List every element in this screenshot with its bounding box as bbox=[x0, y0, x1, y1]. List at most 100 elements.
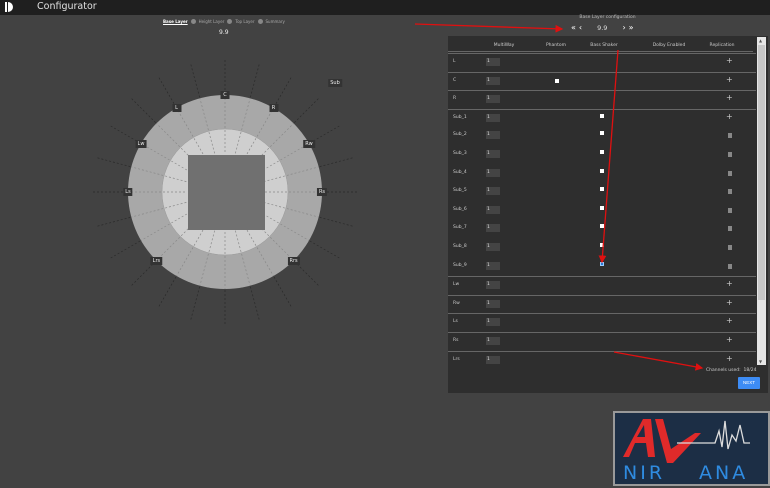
table-row: Ls 1 + bbox=[448, 313, 756, 332]
bass-shaker-checkbox[interactable] bbox=[600, 131, 604, 136]
add-replication-icon[interactable]: + bbox=[726, 316, 733, 326]
trash-icon[interactable] bbox=[728, 226, 732, 232]
speaker-sub[interactable]: Sub bbox=[328, 79, 342, 87]
trash-icon[interactable] bbox=[728, 170, 732, 176]
add-replication-icon[interactable]: + bbox=[726, 111, 733, 121]
table-header: MultiWay Phantom Bass Shaker Dolby Enabl… bbox=[448, 40, 753, 52]
trash-icon[interactable] bbox=[728, 133, 732, 139]
add-replication-icon[interactable]: + bbox=[726, 74, 733, 84]
channel-name: R bbox=[453, 96, 457, 102]
multiway-input[interactable]: 1 bbox=[486, 224, 500, 233]
bass-shaker-checkbox[interactable] bbox=[600, 261, 604, 266]
multiway-input[interactable]: 1 bbox=[486, 187, 500, 196]
radial-guide bbox=[309, 240, 340, 259]
trash-icon[interactable] bbox=[728, 207, 732, 213]
speaker-rs[interactable]: Rs bbox=[316, 188, 328, 196]
radial-guide bbox=[190, 64, 200, 98]
tab-height-layer[interactable]: Height Layer bbox=[198, 19, 225, 24]
multiway-input[interactable]: 1 bbox=[486, 131, 500, 140]
trash-icon[interactable] bbox=[728, 189, 732, 195]
table-row: Sub_1 1 + bbox=[448, 108, 756, 128]
multiway-input[interactable]: 1 bbox=[486, 261, 500, 270]
add-replication-icon[interactable]: + bbox=[726, 279, 733, 289]
add-replication-icon[interactable]: + bbox=[726, 353, 733, 363]
multiway-input[interactable]: 1 bbox=[486, 205, 500, 214]
bass-shaker-checkbox[interactable] bbox=[600, 187, 604, 192]
multiway-input[interactable]: 1 bbox=[486, 281, 500, 290]
add-replication-icon[interactable]: + bbox=[726, 56, 733, 65]
radial-guide bbox=[110, 240, 141, 259]
radial-guide bbox=[190, 286, 200, 320]
multiway-input[interactable]: 1 bbox=[486, 150, 500, 158]
radial-guide bbox=[97, 217, 131, 227]
multiway-input[interactable]: 1 bbox=[486, 113, 500, 122]
channels-used-label: Channels used: bbox=[706, 368, 741, 373]
table-row: Sub_5 1 bbox=[448, 183, 756, 202]
channel-name: Sub_8 bbox=[453, 244, 467, 249]
speaker-r[interactable]: R bbox=[269, 103, 278, 112]
tab-base-layer[interactable]: Base Layer bbox=[163, 19, 188, 24]
speaker-ls[interactable]: Ls bbox=[123, 188, 133, 196]
col-replication: Replication bbox=[709, 43, 735, 48]
channels-used-value: 18/24 bbox=[743, 368, 757, 373]
last-icon[interactable]: » bbox=[628, 23, 634, 32]
trash-icon[interactable] bbox=[728, 245, 732, 250]
radial-guide bbox=[250, 286, 260, 320]
trash-icon[interactable] bbox=[728, 152, 732, 157]
table-row: L 1 + bbox=[448, 53, 756, 72]
channels-used: Channels used: 18/24 bbox=[706, 368, 756, 373]
scrollbar[interactable]: ▲ ▼ bbox=[757, 37, 766, 365]
dolby-d-icon[interactable] bbox=[5, 2, 13, 12]
tab-top-layer[interactable]: Top Layer bbox=[235, 19, 255, 24]
bass-shaker-checkbox[interactable] bbox=[600, 150, 604, 154]
multiway-input[interactable]: 1 bbox=[486, 337, 500, 345]
bass-shaker-checkbox[interactable] bbox=[600, 113, 604, 118]
scrollbar-thumb[interactable] bbox=[758, 45, 765, 300]
add-replication-icon[interactable]: + bbox=[726, 93, 733, 103]
radial-guide bbox=[259, 211, 310, 241]
multiway-input[interactable]: 1 bbox=[486, 95, 500, 104]
channel-name: Sub_2 bbox=[453, 132, 467, 138]
speaker-c[interactable]: C bbox=[220, 91, 230, 99]
next-icon[interactable]: › bbox=[622, 23, 626, 32]
config-nav: « ‹ 9.9 › » bbox=[571, 23, 634, 32]
table-row: Sub_3 1 bbox=[448, 146, 756, 165]
svg-text:ANA: ANA bbox=[699, 462, 748, 484]
trash-icon[interactable] bbox=[728, 263, 732, 269]
bass-shaker-checkbox[interactable] bbox=[600, 224, 604, 229]
first-icon[interactable]: « bbox=[571, 23, 576, 32]
add-replication-icon[interactable]: + bbox=[726, 297, 733, 307]
tab-summary[interactable]: Summary bbox=[265, 19, 285, 24]
radial-guide bbox=[176, 107, 206, 158]
channel-name: L bbox=[453, 59, 456, 64]
config-value: 9.9 bbox=[597, 23, 608, 32]
speaker-rrs[interactable]: Rrs bbox=[287, 256, 300, 265]
speaker-l[interactable]: L bbox=[172, 103, 181, 112]
speaker-lrs[interactable]: Lrs bbox=[150, 256, 163, 265]
multiway-input[interactable]: 1 bbox=[486, 76, 500, 85]
phantom-checkbox[interactable] bbox=[555, 78, 559, 83]
prev-icon[interactable]: ‹ bbox=[578, 23, 583, 32]
add-replication-icon[interactable]: + bbox=[726, 335, 733, 344]
table-row: Sub_4 1 bbox=[448, 165, 756, 184]
multiway-input[interactable]: 1 bbox=[486, 318, 500, 327]
col-bass-shaker: Bass Shaker bbox=[590, 43, 618, 48]
speaker-lw[interactable]: Lw bbox=[135, 139, 147, 148]
step-dot bbox=[227, 19, 233, 24]
speaker-rw[interactable]: Rw bbox=[303, 139, 315, 148]
multiway-input[interactable]: 1 bbox=[486, 243, 500, 251]
channel-table: MultiWay Phantom Bass Shaker Dolby Enabl… bbox=[448, 36, 768, 393]
table-row: Sub_6 1 bbox=[448, 202, 756, 221]
next-button[interactable]: NEXT bbox=[738, 377, 760, 389]
bass-shaker-checkbox[interactable] bbox=[600, 243, 604, 247]
multiway-input[interactable]: 1 bbox=[486, 168, 500, 177]
multiway-input[interactable]: 1 bbox=[486, 299, 500, 308]
table-row: R 1 + bbox=[448, 90, 756, 109]
bass-shaker-checkbox[interactable] bbox=[600, 168, 604, 173]
bass-shaker-checkbox[interactable] bbox=[600, 205, 604, 210]
multiway-input[interactable]: 1 bbox=[486, 355, 500, 364]
radial-guide bbox=[244, 107, 274, 158]
multiway-input[interactable]: 1 bbox=[486, 58, 500, 66]
col-multiway: MultiWay bbox=[493, 43, 515, 48]
radial-guide bbox=[319, 217, 353, 227]
